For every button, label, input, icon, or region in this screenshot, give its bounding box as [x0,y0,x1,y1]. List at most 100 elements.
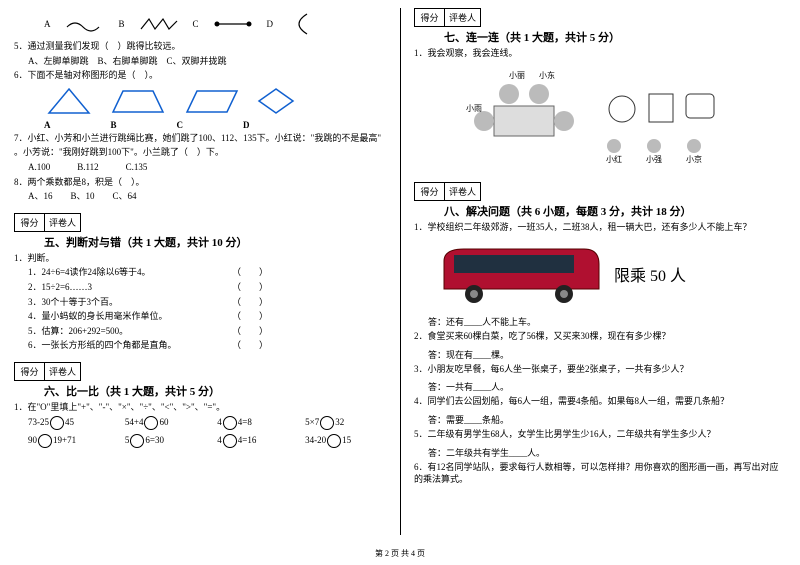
section7-title: 七、连一连（共 1 大题，共计 5 分） [444,29,782,45]
q7a: 7．小红、小芳和小兰进行跳绳比赛，她们跳了100、112、135下。小红说："我… [14,132,382,145]
j1-3-text: 3．30个十等于3个百。 [28,296,118,309]
matching-illustration: 小丽小东 小雨 小红 小强 小京 [454,66,724,166]
circle-blank [223,416,237,430]
cell: 4 4=8 [217,416,287,430]
paren: （ ） [232,325,268,338]
diamond-shape [256,86,296,116]
curve-shapes-row: A B C D [44,12,382,36]
right-column: 得分 评卷人 七、连一连（共 1 大题，共计 5 分） 1．我会观察，我会连线。… [400,0,800,565]
svg-text:小东: 小东 [539,70,555,80]
q8-4: 4．同学们去公园划船，每6人一组，需要4条船。如果每8人一组，需要几条船？ [414,395,782,408]
q7b: 。小芳说："我刚好跳到100下"。小兰跳了（ ）下。 [14,146,382,159]
q8-3: 3．小朋友吃早餐，每6人坐一张桌子，要坐2张桌子，一共有多少人？ [414,363,782,376]
score-label: 得分 [415,9,445,26]
score-label: 得分 [15,214,45,231]
j1-6: 6．一张长方形纸的四个角都是直角。（ ） [28,339,268,352]
circle-blank [38,434,52,448]
circle-blank [144,416,158,430]
score-label: 得分 [15,363,45,380]
grader-label: 评卷人 [445,9,480,26]
bus-row: 限乘 50 人 [434,239,782,309]
circle-blank [130,434,144,448]
tri-label-d: D [243,120,250,130]
q8-2: 2．食堂买来60棵白菜，吃了56棵，又买来30棵，现在有多少棵？ [414,330,782,343]
curve-a [65,15,105,33]
circle-blank [320,416,334,430]
t: 4 [217,417,222,427]
section5-header: 得分 评卷人 [14,213,382,232]
grader-label: 评卷人 [45,363,80,380]
line-dots-c [213,15,253,33]
q6: 6．下面不是轴对称图形的是（ ）。 [14,69,382,82]
paren: （ ） [232,310,268,323]
a5: 答：二年级共有学生____人。 [428,446,782,459]
zigzag-b [139,15,179,33]
t: 54+4 [125,417,144,427]
t: 4 [217,435,222,445]
label-b: B [119,19,125,29]
j1-2: 2．15÷2=6……3 （ ） [28,281,268,294]
grader-label: 评卷人 [45,214,80,231]
j1-4: 4．量小蚂蚁的身长用毫米作单位。 （ ） [28,310,268,323]
page-footer: 第 2 页 共 4 页 [0,548,800,559]
label-c: C [193,19,199,29]
q8: 8．两个乘数都是8，积是（ ）。 [14,176,382,189]
svg-text:小强: 小强 [646,155,662,164]
cell: 56=30 [125,434,199,448]
j1-5: 5．估算：206+292=500。 （ ） [28,325,268,338]
t: 4=16 [238,435,257,445]
tri-label-a: A [44,120,51,130]
score-box-8: 得分 评卷人 [414,182,481,201]
j1-5-text: 5．估算：206+292=500。 [28,325,128,338]
cell: 73-25 45 [28,416,107,430]
t: 90 [28,435,37,445]
circle-blank [50,416,64,430]
circle-blank [327,434,341,448]
section7-header: 得分 评卷人 [414,8,782,27]
cell: 54+4 60 [125,416,199,430]
section8-title: 八、解决问题（共 6 小题，每题 3 分，共计 18 分） [444,203,782,219]
circle-blank [223,434,237,448]
triangle-shape [44,86,94,116]
score-box-5: 得分 评卷人 [14,213,81,232]
svg-text:小京: 小京 [686,154,702,164]
svg-text:小雨: 小雨 [466,104,482,113]
cell: 4 4=16 [217,434,287,448]
t: 15 [342,435,351,445]
q7-options: A.100 B.112 C.135 [28,161,382,174]
paren: （ ） [232,266,268,279]
j1-4-text: 4．量小蚂蚁的身长用毫米作单位。 [28,310,168,323]
bus-limit-text: 限乘 50 人 [614,262,686,286]
label-a: A [44,19,51,29]
a4: 答：需要____条船。 [428,413,782,426]
paren: （ ） [232,281,268,294]
t: 73-25 [28,417,49,427]
section6-title: 六、比一比（共 1 大题，共计 5 分） [44,383,382,399]
j1-1: 1．24÷6=4读作24除以6等于4。（ ） [28,266,268,279]
q5-options: A、左脚单脚跳 B、右脚单脚跳 C、双脚并拢跳 [28,55,382,68]
j1-2-text: 2．15÷2=6……3 [28,281,92,294]
paren: （ ） [232,296,268,309]
t: 5×7 [305,417,319,427]
grader-label: 评卷人 [445,183,480,200]
tri-label-c: C [177,120,184,130]
t: 19+71 [53,435,76,445]
label-d: D [267,19,274,29]
t: 32 [335,417,344,427]
q8-5: 5．二年级有男学生68人，女学生比男学生少16人，二年级共有学生多少人？ [414,428,782,441]
cell: 90 19+71 [28,434,107,448]
cell: 5×7 32 [305,416,382,430]
a2: 答：现在有____棵。 [428,348,782,361]
t: 4=8 [238,417,252,427]
t: 6=30 [145,435,164,445]
left-column: A B C D 5．通过测量我们发现（ ）跳得比较远。 A、左脚单脚跳 B、右脚… [0,0,400,565]
t: 34-20 [305,435,326,445]
compare-instr: 1．在"O"里填上"+"、"-"、"×"、"÷"、"<"、">"、"="。 [14,401,382,414]
judge-1: 1．判断。 [14,252,382,265]
parallelogram-shape [182,86,242,116]
t: 45 [65,417,74,427]
t: 60 [159,417,168,427]
score-label: 得分 [415,183,445,200]
compare-grid: 73-2545 54+460 44=8 5×732 9019+71 56=30 … [28,416,382,448]
q8-1: 1．学校组织二年级郊游，一班35人，二班38人，租一辆大巴，还有多少人不能上车？ [414,221,782,234]
